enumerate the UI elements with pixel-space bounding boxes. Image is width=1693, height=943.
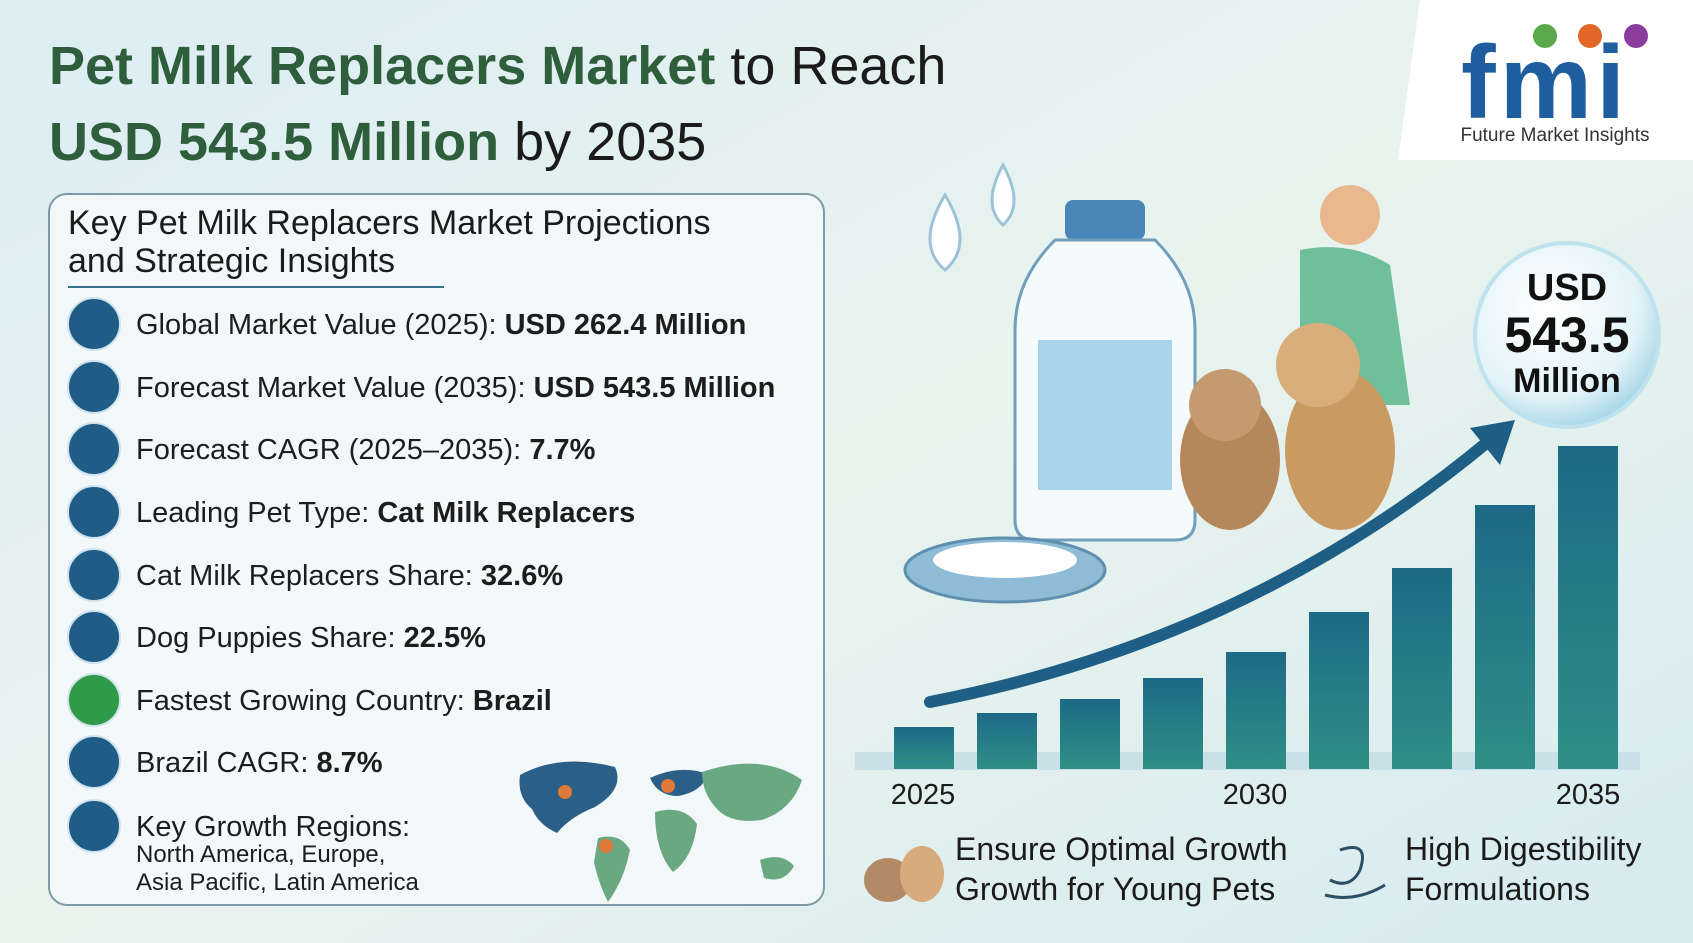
growth-arrow — [924, 434, 1496, 708]
item-label: Fastest Growing Country: — [136, 685, 465, 717]
item-value: 7.7% — [529, 434, 595, 466]
feature-text: Ensure Optimal Growth — [955, 831, 1288, 867]
item-label: Forecast Market Value (2035): — [136, 372, 526, 404]
item-icon — [67, 735, 121, 789]
title-line: USD 543.5 Million by 2035 — [49, 112, 706, 172]
item-text: Dog Puppies Share: 22.5% — [136, 622, 486, 654]
item-label: Cat Milk Replacers Share: — [136, 560, 473, 592]
illustration — [903, 161, 1410, 604]
item-value: Brazil — [473, 685, 552, 717]
item-value: USD 543.5 Million — [534, 372, 776, 404]
item-text: Leading Pet Type: Cat Milk Replacers — [136, 497, 635, 529]
item-detail: Asia Pacific, Latin America — [136, 869, 419, 896]
insights-panel — [48, 193, 825, 906]
item-text: Forecast CAGR (2025–2035): 7.7% — [136, 434, 596, 466]
axis-year: 2030 — [1223, 779, 1288, 811]
axis-year: 2035 — [1556, 779, 1621, 811]
callout-text: 543.5 — [1504, 307, 1629, 363]
feature-icon — [864, 846, 944, 902]
item-icon — [67, 360, 121, 414]
callout-text: USD — [1527, 267, 1607, 309]
callout-bubble — [1473, 241, 1661, 429]
item-value: 22.5% — [404, 622, 486, 654]
item-text: Brazil CAGR: 8.7% — [136, 747, 383, 779]
feature-icon — [1324, 846, 1386, 899]
item-icon — [67, 297, 121, 351]
item-label: Global Market Value (2025): — [136, 309, 497, 341]
arrow-head — [1470, 420, 1515, 465]
logo-mark: fmi — [1461, 25, 1629, 141]
feature-text: Formulations — [1405, 871, 1590, 907]
item-text: Cat Milk Replacers Share: 32.6% — [136, 560, 563, 592]
item-list: Global Market Value (2025): USD 262.4 Mi… — [67, 297, 775, 896]
panel-heading: and Strategic Insights — [68, 242, 395, 280]
item-text: Key Growth Regions: — [136, 811, 410, 843]
feature-text: Growth for Young Pets — [955, 871, 1275, 907]
item-text: Forecast Market Value (2035): USD 543.5 … — [136, 372, 775, 404]
logo-dot — [1624, 24, 1648, 48]
item-label: Key Growth Regions: — [136, 811, 410, 843]
item-label: Forecast CAGR (2025–2035): — [136, 434, 521, 466]
item-icon — [67, 422, 121, 476]
item-text: Fastest Growing Country: Brazil — [136, 685, 552, 717]
item-detail: North America, Europe, — [136, 841, 385, 868]
logo-backdrop — [1398, 0, 1693, 160]
item-icon — [67, 673, 121, 727]
item-value: Cat Milk Replacers — [377, 497, 635, 529]
item-value: 8.7% — [316, 747, 382, 779]
logo-dot — [1533, 24, 1557, 48]
item-text: Global Market Value (2025): USD 262.4 Mi… — [136, 309, 746, 341]
logo-name: Future Market Insights — [1460, 125, 1649, 146]
feature-text: High Digestibility — [1405, 831, 1642, 867]
item-icon — [67, 548, 121, 602]
axis-year: 2025 — [891, 779, 956, 811]
title-line: Pet Milk Replacers Market to Reach — [49, 36, 946, 96]
item-value: 32.6% — [481, 560, 563, 592]
world-map — [519, 761, 802, 902]
item-label: Brazil CAGR: — [136, 747, 308, 779]
callout-text: Million — [1513, 362, 1621, 400]
item-icon — [67, 610, 121, 664]
item-label: Dog Puppies Share: — [136, 622, 396, 654]
growth-bars — [894, 446, 1618, 769]
item-icon — [67, 485, 121, 539]
item-icon — [67, 799, 121, 853]
item-label: Leading Pet Type: — [136, 497, 369, 529]
logo-dot — [1578, 24, 1602, 48]
panel-heading: Key Pet Milk Replacers Market Projection… — [68, 204, 710, 242]
item-value: USD 262.4 Million — [505, 309, 747, 341]
